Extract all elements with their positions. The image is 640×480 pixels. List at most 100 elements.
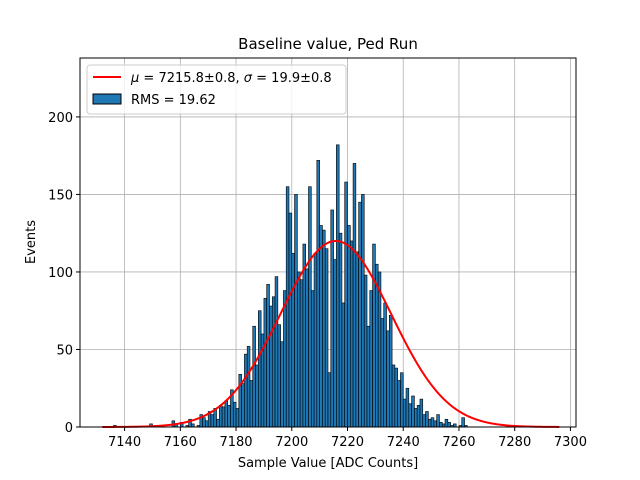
- histogram-bar: [288, 212, 293, 428]
- histogram-bar: [327, 372, 332, 428]
- histogram-bar: [408, 403, 412, 428]
- y-tick-label: 150: [48, 188, 73, 203]
- legend-sigma-value: = 19.9±0.8: [252, 71, 332, 86]
- x-tick-label: 7240: [387, 435, 420, 450]
- y-axis-label: Events: [24, 220, 39, 264]
- histogram-bar: [221, 406, 226, 428]
- histogram-bar: [224, 400, 228, 428]
- y-axis-ticks: 0 50 100 150 200: [48, 111, 80, 436]
- x-tick-label: 7160: [164, 435, 197, 450]
- histogram-bar: [210, 414, 215, 428]
- histogram-bar: [299, 279, 304, 428]
- histogram-bar: [433, 420, 437, 428]
- histogram-bar: [391, 364, 396, 428]
- legend-fit-label: μ = 7215.8±0.8, σ = 19.9±0.8: [130, 71, 332, 86]
- histogram-bar: [358, 201, 362, 428]
- legend-sigma-symbol: σ: [244, 71, 253, 86]
- histogram-bar: [266, 284, 270, 428]
- histogram-bar: [246, 346, 251, 428]
- histogram-bar: [389, 315, 393, 428]
- histogram-bar: [244, 353, 248, 428]
- histogram-bar: [277, 324, 281, 428]
- histogram-bar: [414, 408, 418, 428]
- histogram-bar: [263, 298, 267, 428]
- histogram-bar: [324, 248, 329, 428]
- histogram-bar: [232, 401, 237, 428]
- histogram-bar: [274, 276, 279, 428]
- histogram-bar: [322, 229, 326, 428]
- y-tick-label: 100: [48, 266, 73, 281]
- histogram-bar: [355, 251, 359, 428]
- histogram-bar: [377, 271, 382, 428]
- histogram-bar: [310, 290, 315, 428]
- histogram-bar: [363, 274, 368, 428]
- histogram-bar: [308, 186, 312, 428]
- histogram-bar: [411, 395, 415, 428]
- histogram-bar: [366, 325, 371, 428]
- gaussian-fit-curve: [102, 239, 560, 428]
- plot-frame: [79, 57, 577, 428]
- histogram-bar: [271, 296, 276, 428]
- histogram-bar: [349, 240, 354, 428]
- legend-hist-label: RMS = 19.62: [131, 93, 216, 108]
- x-tick-label: 7260: [442, 435, 475, 450]
- histogram-bar: [386, 330, 390, 428]
- x-tick-label: 7220: [331, 435, 364, 450]
- histogram-bar: [447, 422, 451, 428]
- histogram-bar: [227, 404, 231, 428]
- histogram-bar: [235, 408, 240, 428]
- histogram-bar: [430, 417, 435, 428]
- histogram-bar: [428, 418, 432, 428]
- histogram-bar: [280, 341, 284, 428]
- histogram-bars: [113, 144, 468, 428]
- histogram-bar: [439, 422, 443, 428]
- histogram-bar: [416, 404, 421, 428]
- histogram-bar: [219, 404, 223, 428]
- histogram-bar: [380, 318, 385, 428]
- histogram-bar: [352, 163, 357, 428]
- x-tick-label: 7140: [108, 435, 141, 450]
- histogram-bar: [372, 243, 376, 428]
- histogram-bar: [283, 290, 287, 428]
- legend-mu-symbol: μ: [130, 71, 139, 86]
- histogram-bar: [313, 253, 318, 428]
- histogram-bar: [425, 411, 429, 428]
- histogram-bar: [249, 380, 254, 428]
- x-tick-label: 7300: [554, 435, 587, 450]
- histogram-bar: [258, 310, 262, 428]
- histogram-bar: [255, 364, 259, 428]
- y-tick-label: 0: [65, 421, 73, 436]
- histogram-bar: [338, 232, 343, 428]
- histogram-bar: [252, 325, 256, 428]
- histogram-bar: [316, 160, 320, 428]
- histogram-bar: [333, 259, 337, 428]
- histogram-bar: [341, 302, 346, 428]
- histogram-bar: [344, 181, 348, 428]
- histogram-bar: [347, 225, 351, 428]
- histogram-bar: [285, 186, 290, 428]
- legend-box: [86, 64, 347, 115]
- histogram-bar: [336, 144, 340, 428]
- x-axis-ticks: 7140 7160 7180 7200 7220 7240 7260 7280 7300: [108, 427, 587, 450]
- legend-hist-swatch: [92, 93, 122, 105]
- histogram-bar: [436, 414, 440, 428]
- histogram-bar: [369, 290, 373, 428]
- histogram-bar: [397, 380, 401, 428]
- histogram-bar: [216, 418, 220, 428]
- x-tick-label: 7180: [219, 435, 252, 450]
- legend-mu-value: = 7215.8±0.8,: [139, 71, 243, 86]
- legend: μ = 7215.8±0.8, σ = 19.9±0.8 RMS = 19.62: [86, 64, 347, 115]
- histogram-bar: [305, 268, 309, 428]
- histogram-bar: [383, 302, 387, 428]
- histogram-bar: [461, 417, 465, 428]
- y-tick-label: 50: [56, 343, 73, 358]
- histogram-bar: [402, 398, 407, 428]
- histogram-bar: [422, 414, 426, 428]
- x-axis-label: Sample Value [ADC Counts]: [238, 456, 418, 471]
- histogram-bar: [361, 194, 365, 428]
- histogram-bar: [269, 305, 273, 428]
- histogram-bar: [291, 253, 295, 428]
- histogram-bar: [202, 417, 206, 428]
- histogram-bar: [319, 225, 323, 428]
